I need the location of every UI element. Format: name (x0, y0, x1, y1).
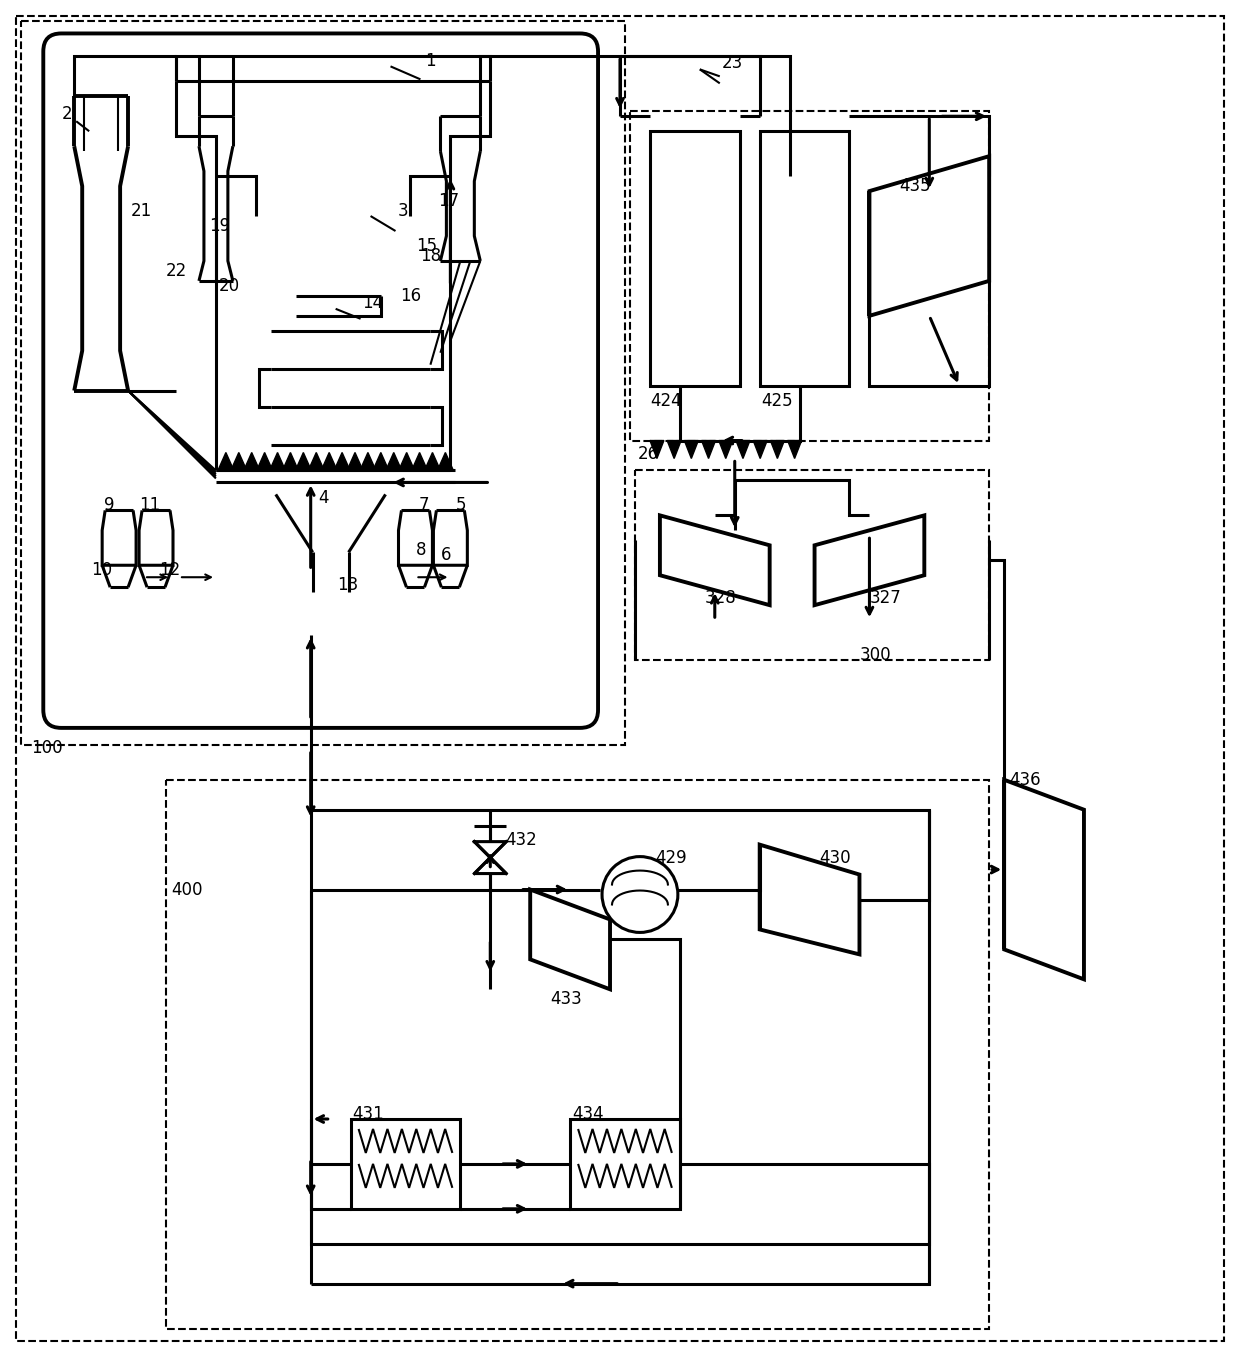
Text: 12: 12 (159, 562, 180, 579)
Polygon shape (231, 452, 247, 471)
Polygon shape (295, 452, 311, 471)
Polygon shape (753, 441, 768, 459)
Text: 16: 16 (401, 286, 422, 305)
Text: 21: 21 (131, 202, 153, 220)
Polygon shape (334, 452, 350, 471)
Text: 8: 8 (415, 541, 427, 559)
Text: 3: 3 (398, 202, 408, 220)
Bar (650, 132, 740, 385)
Polygon shape (269, 452, 285, 471)
Polygon shape (218, 452, 234, 471)
Text: 328: 328 (704, 589, 737, 607)
Text: 2: 2 (61, 106, 72, 123)
Polygon shape (283, 452, 299, 471)
Text: 400: 400 (171, 881, 202, 898)
Text: 18: 18 (420, 247, 441, 265)
Text: 6: 6 (440, 547, 451, 565)
Polygon shape (244, 452, 259, 471)
Text: 436: 436 (1009, 771, 1040, 788)
Text: 4: 4 (319, 490, 329, 508)
Text: 430: 430 (820, 848, 851, 867)
Text: 300: 300 (859, 646, 892, 664)
Polygon shape (257, 452, 273, 471)
Polygon shape (719, 441, 733, 459)
Polygon shape (412, 452, 428, 471)
Polygon shape (475, 841, 506, 874)
Text: 435: 435 (899, 178, 931, 195)
Polygon shape (650, 441, 663, 459)
Text: 327: 327 (869, 589, 901, 607)
Text: 9: 9 (104, 497, 114, 514)
Bar (351, 1120, 460, 1209)
Text: 431: 431 (352, 1105, 384, 1124)
Text: 14: 14 (362, 294, 383, 312)
Polygon shape (667, 441, 681, 459)
Text: 429: 429 (655, 848, 687, 867)
Text: 22: 22 (166, 262, 187, 280)
Text: 1: 1 (425, 53, 436, 71)
Text: 19: 19 (208, 217, 231, 235)
Polygon shape (386, 452, 402, 471)
Polygon shape (399, 452, 414, 471)
Text: 424: 424 (650, 392, 682, 410)
Text: 15: 15 (417, 237, 438, 255)
Polygon shape (424, 452, 440, 471)
Text: 20: 20 (219, 277, 241, 294)
Polygon shape (684, 441, 698, 459)
Polygon shape (360, 452, 376, 471)
Bar (570, 1120, 680, 1209)
Polygon shape (347, 452, 363, 471)
Text: 434: 434 (572, 1105, 604, 1124)
Text: 100: 100 (31, 738, 63, 757)
Text: 7: 7 (418, 497, 429, 514)
Bar (760, 132, 849, 385)
Text: 10: 10 (92, 562, 113, 579)
Text: 23: 23 (722, 54, 743, 72)
Polygon shape (702, 441, 715, 459)
Bar (311, 810, 929, 1244)
Polygon shape (737, 441, 750, 459)
Text: 425: 425 (761, 392, 794, 410)
Text: 17: 17 (439, 193, 460, 210)
Text: 433: 433 (551, 991, 582, 1008)
Polygon shape (373, 452, 389, 471)
Text: 432: 432 (505, 830, 537, 848)
Polygon shape (787, 441, 801, 459)
Polygon shape (321, 452, 337, 471)
Text: 11: 11 (139, 497, 160, 514)
Text: 5: 5 (455, 497, 466, 514)
Text: 13: 13 (336, 577, 358, 594)
Polygon shape (770, 441, 785, 459)
Polygon shape (309, 452, 324, 471)
Text: 26: 26 (637, 445, 660, 463)
Polygon shape (438, 452, 454, 471)
